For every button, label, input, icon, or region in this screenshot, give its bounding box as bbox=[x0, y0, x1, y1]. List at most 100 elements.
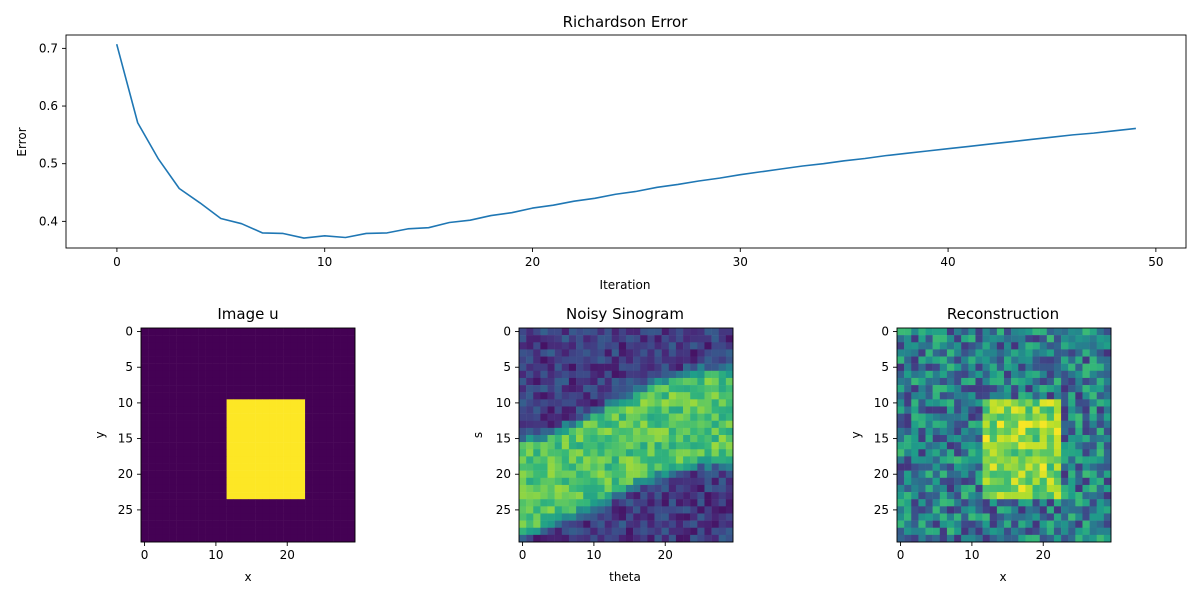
heatmap-cell bbox=[946, 534, 955, 543]
heatmap-cell bbox=[305, 349, 313, 357]
heatmap-cell bbox=[640, 470, 648, 479]
heatmap-cell bbox=[554, 527, 563, 536]
heatmap-cell bbox=[561, 370, 570, 379]
heatmap-cell bbox=[305, 335, 313, 343]
heatmap-cell bbox=[148, 449, 156, 457]
heatmap-cell bbox=[155, 499, 163, 507]
heatmap-cell bbox=[312, 399, 320, 407]
heatmap-cell bbox=[961, 420, 969, 429]
heatmap-cell bbox=[932, 435, 941, 443]
heatmap-cell bbox=[568, 484, 577, 493]
heatmap-cell bbox=[640, 449, 648, 457]
heatmap-cell bbox=[1075, 377, 1083, 386]
heatmap-cell bbox=[897, 520, 905, 528]
heatmap-cell bbox=[1075, 420, 1083, 429]
heatmap-cell bbox=[668, 520, 677, 528]
heatmap-cell bbox=[547, 342, 555, 350]
heatmap-cell bbox=[946, 449, 955, 457]
heatmap-cell bbox=[148, 377, 156, 386]
heatmap-cell bbox=[989, 385, 998, 393]
heatmap-cell bbox=[1004, 399, 1012, 407]
heatmap-cell bbox=[982, 456, 990, 464]
heatmap-cell bbox=[526, 370, 534, 379]
heatmap-cell bbox=[155, 449, 163, 457]
heatmap-cell bbox=[968, 527, 976, 536]
heatmap-cell bbox=[533, 527, 541, 536]
heatmap-cell bbox=[1004, 435, 1012, 443]
heatmap-cell bbox=[1089, 349, 1097, 357]
heatmap-cell bbox=[290, 513, 299, 521]
heatmap-cell bbox=[1068, 484, 1076, 493]
heatmap-cell bbox=[568, 520, 577, 528]
heatmap-cell bbox=[1082, 499, 1090, 507]
heatmap-cell bbox=[725, 363, 734, 372]
heatmap-cell bbox=[526, 470, 534, 479]
y-tick-label: 15 bbox=[118, 432, 133, 446]
heatmap-cell bbox=[141, 420, 149, 429]
heatmap-cell bbox=[169, 527, 177, 536]
heatmap-cell bbox=[347, 392, 356, 400]
heatmap-cell bbox=[939, 520, 948, 528]
heatmap-cell bbox=[283, 392, 292, 400]
heatmap-cell bbox=[1082, 377, 1090, 386]
heatmap-cell bbox=[954, 377, 962, 386]
heatmap-cell bbox=[290, 506, 299, 514]
heatmap-cell bbox=[590, 527, 598, 536]
heatmap-cell bbox=[276, 463, 284, 471]
heatmap-cell bbox=[961, 463, 969, 471]
heatmap-cell bbox=[276, 342, 284, 350]
heatmap-cell bbox=[661, 520, 670, 528]
heatmap-cell bbox=[183, 392, 192, 400]
heatmap-cell bbox=[1061, 492, 1069, 500]
heatmap-cell bbox=[1032, 534, 1040, 543]
heatmap-cell bbox=[519, 484, 527, 493]
heatmap-cell bbox=[989, 413, 998, 421]
heatmap-cell bbox=[661, 449, 670, 457]
data-point bbox=[635, 190, 637, 192]
heatmap-cell bbox=[675, 477, 684, 486]
heatmap-cell bbox=[533, 335, 541, 343]
heatmap-cell bbox=[590, 427, 598, 436]
heatmap-cell bbox=[262, 335, 270, 343]
heatmap-cell bbox=[333, 492, 341, 500]
heatmap-cell bbox=[1068, 427, 1076, 436]
heatmap-cell bbox=[1053, 499, 1062, 507]
heatmap-cell bbox=[212, 513, 220, 521]
heatmap-cell bbox=[954, 470, 962, 479]
heatmap-cell bbox=[1053, 385, 1062, 393]
heatmap-cell bbox=[561, 513, 570, 521]
heatmap-cell bbox=[340, 499, 349, 507]
heatmap-cell bbox=[925, 342, 933, 350]
heatmap-cell bbox=[697, 470, 705, 479]
heatmap-cell bbox=[654, 449, 662, 457]
heatmap-cell bbox=[1032, 449, 1040, 457]
heatmap-cell bbox=[939, 470, 948, 479]
heatmap-cell bbox=[975, 484, 983, 493]
heatmap-cell bbox=[326, 442, 334, 450]
heatmap-cell bbox=[561, 342, 570, 350]
heatmap-cell bbox=[925, 420, 933, 429]
heatmap-cell bbox=[1053, 335, 1062, 343]
heatmap-cell bbox=[897, 492, 905, 500]
heatmap-cell bbox=[568, 492, 577, 500]
heatmap-cell bbox=[661, 484, 670, 493]
heatmap-cell bbox=[996, 520, 1005, 528]
heatmap-cell bbox=[1018, 399, 1026, 407]
y-tick-label: 5 bbox=[503, 360, 511, 374]
heatmap-cell bbox=[1096, 470, 1105, 479]
heatmap-cell bbox=[526, 449, 534, 457]
heatmap-cell bbox=[961, 499, 969, 507]
heatmap-cell bbox=[611, 420, 620, 429]
heatmap-cell bbox=[198, 420, 206, 429]
heatmap-cell bbox=[568, 499, 577, 507]
heatmap-cell bbox=[205, 506, 213, 514]
heatmap-cell bbox=[1089, 427, 1097, 436]
heatmap-cell bbox=[939, 492, 948, 500]
heatmap-cell bbox=[968, 456, 976, 464]
heatmap-cell bbox=[1082, 513, 1090, 521]
heatmap-cell bbox=[904, 406, 912, 414]
heatmap-cell bbox=[148, 442, 156, 450]
heatmap-cell bbox=[226, 463, 234, 471]
heatmap-cell bbox=[1089, 492, 1097, 500]
